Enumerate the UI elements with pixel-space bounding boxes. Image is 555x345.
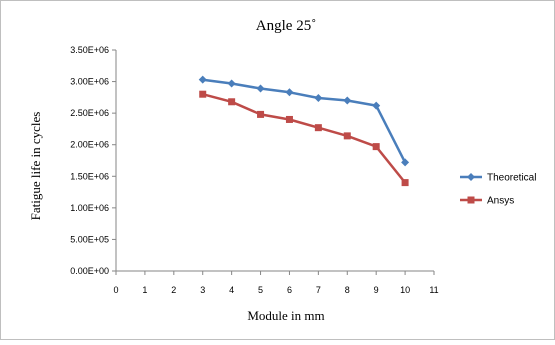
y-tick-label: 1.50E+06: [70, 171, 109, 181]
x-tick-label: 9: [374, 285, 379, 295]
y-tick-label: 2.50E+06: [70, 108, 109, 118]
y-tick-label: 1.00E+06: [70, 203, 109, 213]
x-tick-label: 4: [229, 285, 234, 295]
legend-marker-diamond: [467, 173, 475, 181]
data-point-square: [314, 124, 322, 132]
data-point-diamond: [314, 93, 323, 102]
x-tick-label: 10: [400, 285, 410, 295]
data-point-diamond: [227, 79, 236, 88]
data-point-square: [285, 115, 293, 123]
y-tick-label: 3.50E+06: [70, 45, 109, 55]
y-tick-label: 3.00E+06: [70, 77, 109, 87]
data-point-diamond: [198, 75, 207, 84]
data-point-square: [257, 110, 265, 118]
y-axis-title: Fatigue life in cycles: [28, 112, 43, 221]
legend-label: Theoretical: [487, 173, 536, 184]
data-point-diamond: [343, 96, 352, 105]
x-tick-label: 1: [142, 285, 147, 295]
x-tick-label: 5: [258, 285, 263, 295]
x-tick-label: 11: [429, 285, 438, 295]
x-tick-label: 6: [287, 285, 292, 295]
data-point-diamond: [256, 84, 265, 93]
data-point-square: [343, 132, 351, 140]
x-tick-label: 3: [200, 285, 205, 295]
y-tick-label: 0.00E+00: [70, 266, 109, 276]
data-point-diamond: [372, 101, 381, 110]
y-tick-label: 2.00E+06: [70, 140, 109, 150]
data-point-diamond: [401, 158, 410, 167]
chart-title: Angle 25˚: [256, 18, 316, 34]
data-point-diamond: [285, 88, 294, 97]
x-tick-label: 8: [345, 285, 350, 295]
data-point-square: [401, 179, 409, 187]
data-point-square: [199, 90, 207, 98]
legend-entry: Ansys: [460, 196, 514, 207]
legend: Theoretical Ansys: [460, 173, 536, 207]
y-tick-label: 5.00E+05: [70, 234, 109, 244]
series-line: [202, 78, 407, 163]
series-ansys: [199, 90, 409, 187]
legend-label: Ansys: [487, 196, 514, 207]
x-tick-label: 2: [171, 285, 176, 295]
series-layer: [198, 75, 410, 187]
series-line: [202, 92, 407, 184]
x-tick-label: 7: [316, 285, 321, 295]
x-tick-label: 0: [113, 285, 118, 295]
legend-marker-square: [467, 196, 475, 204]
data-point-square: [228, 98, 236, 106]
data-point-square: [372, 143, 380, 151]
legend-entry: Theoretical: [460, 173, 536, 184]
x-axis-title: Module in mm: [247, 308, 324, 323]
series-theoretical: [198, 75, 410, 167]
axes: 0.00E+00 5.00E+05 1.00E+06 1.50E+06 2.00E+06…: [70, 45, 438, 295]
